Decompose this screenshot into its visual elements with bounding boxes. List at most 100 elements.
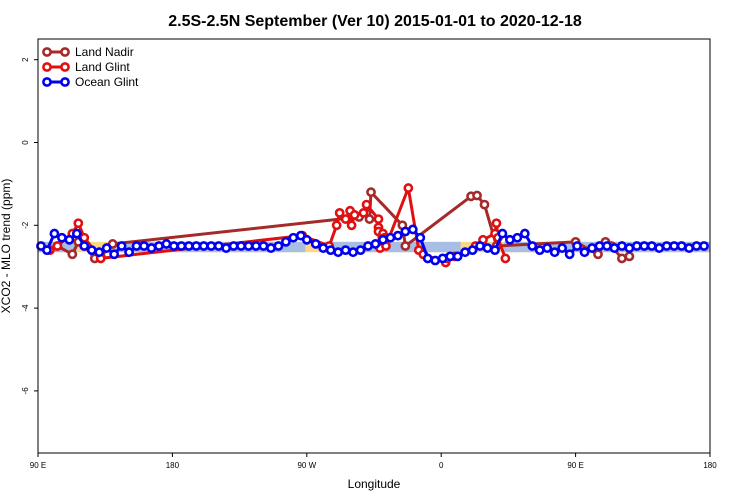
data-point-land-glint bbox=[358, 207, 369, 218]
data-point-land-glint bbox=[52, 241, 63, 251]
data-point-ocean-glint bbox=[534, 245, 545, 256]
legend-label-land-glint: Land Glint bbox=[75, 60, 130, 74]
data-point-land-glint bbox=[373, 214, 384, 224]
data-point-ocean-glint bbox=[273, 241, 284, 251]
data-point-ocean-glint bbox=[519, 228, 530, 239]
data-point-ocean-glint bbox=[79, 241, 90, 251]
data-point-land-glint bbox=[491, 218, 502, 229]
legend-label-ocean-glint: Ocean Glint bbox=[75, 75, 139, 89]
data-point-ocean-glint bbox=[340, 245, 351, 256]
data-point-ocean-glint bbox=[94, 247, 105, 258]
data-point-ocean-glint bbox=[370, 239, 381, 249]
data-point-ocean-glint bbox=[422, 253, 433, 264]
data-point-ocean-glint bbox=[512, 232, 523, 243]
data-point-ocean-glint bbox=[594, 241, 605, 251]
data-point-ocean-glint bbox=[624, 243, 635, 253]
data-point-ocean-glint bbox=[176, 241, 187, 251]
data-point-ocean-glint bbox=[587, 243, 597, 253]
data-point-ocean-glint bbox=[564, 249, 575, 260]
data-point-ocean-glint bbox=[557, 243, 568, 253]
data-point-ocean-glint bbox=[475, 241, 485, 251]
data-point-ocean-glint bbox=[251, 241, 261, 251]
data-point-ocean-glint bbox=[646, 241, 657, 251]
y-tick-label: -6 bbox=[21, 387, 30, 395]
y-tick-label: 2 bbox=[21, 57, 30, 62]
y-tick-label: -4 bbox=[21, 304, 30, 312]
x-tick-label: 180 bbox=[166, 461, 180, 470]
data-point-ocean-glint bbox=[490, 245, 500, 256]
data-point-ocean-glint bbox=[280, 236, 291, 247]
x-tick-label: 180 bbox=[703, 461, 717, 470]
data-point-ocean-glint bbox=[400, 226, 411, 237]
data-point-ocean-glint bbox=[579, 247, 590, 258]
data-point-ocean-glint bbox=[654, 243, 665, 253]
data-point-ocean-glint bbox=[310, 239, 321, 249]
data-point-ocean-glint bbox=[56, 232, 67, 243]
data-point-ocean-glint bbox=[154, 241, 164, 251]
data-point-land-nadir bbox=[364, 214, 375, 224]
x-tick-label: 90 W bbox=[297, 461, 316, 470]
data-point-ocean-glint bbox=[101, 243, 112, 253]
data-point-land-nadir bbox=[472, 190, 482, 201]
data-point-land-glint bbox=[500, 253, 511, 264]
data-point-land-nadir bbox=[593, 249, 603, 260]
data-point-ocean-glint bbox=[639, 241, 650, 251]
legend-marker-ocean-glint bbox=[42, 77, 52, 87]
legend-marker-land-nadir bbox=[60, 47, 70, 57]
series-layer bbox=[36, 183, 709, 268]
data-point-ocean-glint bbox=[288, 232, 299, 243]
data-point-ocean-glint bbox=[64, 234, 75, 245]
x-axis-label: Longitude bbox=[348, 477, 401, 491]
data-point-ocean-glint bbox=[676, 241, 687, 251]
data-point-ocean-glint bbox=[609, 243, 620, 253]
chart-title: 2.5S-2.5N September (Ver 10) 2015-01-01 … bbox=[168, 13, 582, 30]
data-point-ocean-glint bbox=[602, 241, 612, 251]
data-point-land-nadir bbox=[67, 249, 78, 260]
legend-item-ocean-glint: Ocean Glint bbox=[42, 75, 139, 89]
data-point-ocean-glint bbox=[392, 230, 403, 241]
data-point-ocean-glint bbox=[116, 241, 127, 251]
data-point-ocean-glint bbox=[437, 253, 448, 264]
data-point-ocean-glint bbox=[355, 245, 366, 256]
data-point-land-glint bbox=[340, 214, 351, 224]
y-axis-label: XCO2 - MLO trend (ppm) bbox=[0, 179, 13, 314]
legend-marker-land-glint bbox=[60, 62, 70, 72]
data-point-ocean-glint bbox=[49, 228, 60, 239]
data-point-ocean-glint bbox=[467, 245, 478, 256]
legend-item-land-glint: Land Glint bbox=[42, 60, 130, 74]
data-point-ocean-glint bbox=[661, 241, 672, 251]
data-point-ocean-glint bbox=[221, 243, 232, 253]
data-point-ocean-glint bbox=[213, 241, 224, 251]
legend-marker-land-glint bbox=[42, 62, 52, 72]
data-point-ocean-glint bbox=[42, 245, 52, 256]
x-axis: 90 E 180 90 W 0 90 E 180 bbox=[30, 453, 717, 470]
data-point-ocean-glint bbox=[445, 251, 456, 262]
data-point-ocean-glint bbox=[86, 245, 97, 256]
data-point-ocean-glint bbox=[363, 241, 373, 251]
data-point-ocean-glint bbox=[301, 234, 312, 245]
data-point-ocean-glint bbox=[206, 241, 217, 251]
data-point-ocean-glint bbox=[684, 243, 694, 253]
y-tick-label: -2 bbox=[21, 221, 30, 229]
data-point-ocean-glint bbox=[407, 224, 418, 235]
data-point-ocean-glint bbox=[549, 247, 560, 258]
data-point-ocean-glint bbox=[183, 241, 194, 251]
data-point-ocean-glint bbox=[385, 232, 396, 243]
data-point-ocean-glint bbox=[198, 241, 209, 251]
x-tick-label: 90 E bbox=[30, 461, 46, 470]
data-point-land-glint bbox=[73, 218, 84, 229]
data-point-ocean-glint bbox=[191, 241, 202, 251]
legend-item-land-nadir: Land Nadir bbox=[42, 45, 134, 59]
data-point-ocean-glint bbox=[318, 243, 329, 253]
data-point-ocean-glint bbox=[378, 234, 388, 245]
data-point-land-nadir bbox=[479, 199, 490, 210]
x-tick-label: 0 bbox=[439, 461, 444, 470]
data-point-ocean-glint bbox=[415, 232, 426, 243]
data-point-ocean-glint bbox=[131, 241, 142, 251]
legend-label-land-nadir: Land Nadir bbox=[75, 45, 134, 59]
data-point-ocean-glint bbox=[482, 243, 493, 253]
data-point-ocean-glint bbox=[266, 243, 276, 253]
data-point-ocean-glint bbox=[497, 228, 508, 239]
data-point-land-glint bbox=[349, 210, 360, 220]
